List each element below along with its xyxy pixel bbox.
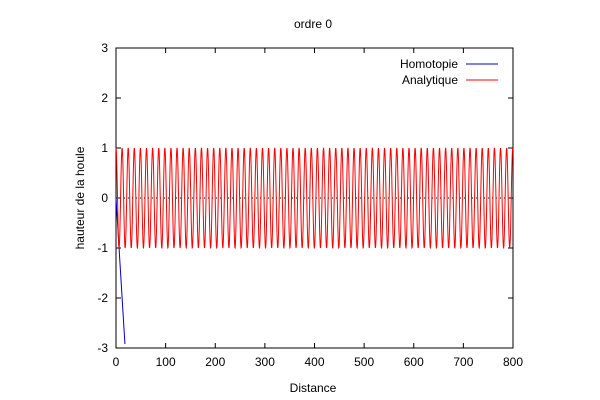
- x-tick-label: 600: [404, 355, 424, 369]
- x-tick-label: 0: [113, 355, 120, 369]
- y-axis-label: hauteur de la houle: [73, 146, 87, 249]
- series-homotopie-line: [115, 197, 126, 345]
- y-tick-label: 3: [101, 41, 108, 55]
- x-tick-label: 800: [503, 355, 523, 369]
- x-tick-label: 400: [304, 355, 324, 369]
- y-tick-label: -2: [97, 291, 108, 305]
- x-tick-label: 300: [255, 355, 275, 369]
- y-tick-label: 0: [101, 191, 108, 205]
- y-tick-label: 2: [101, 91, 108, 105]
- legend: Homotopie Analytique: [400, 57, 498, 87]
- x-axis-label: Distance: [290, 381, 337, 395]
- legend-label-analytique: Analytique: [402, 73, 458, 87]
- x-tick-label: 200: [205, 355, 225, 369]
- legend-label-homotopie: Homotopie: [400, 57, 458, 71]
- x-tick-label: 700: [453, 355, 473, 369]
- x-tick-label: 100: [156, 355, 176, 369]
- x-tick-label: 500: [354, 355, 374, 369]
- y-tick-label: 1: [101, 141, 108, 155]
- axis-ticks: 0 100 200 300 400 500 600 700 800 -3 -2 -1 0 1 2 3: [97, 41, 523, 369]
- y-tick-label: -1: [97, 241, 108, 255]
- series-analytique-line: [115, 147, 514, 250]
- y-tick-label: -3: [97, 341, 108, 355]
- series-group: [115, 147, 514, 345]
- chart-title: ordre 0: [294, 17, 332, 31]
